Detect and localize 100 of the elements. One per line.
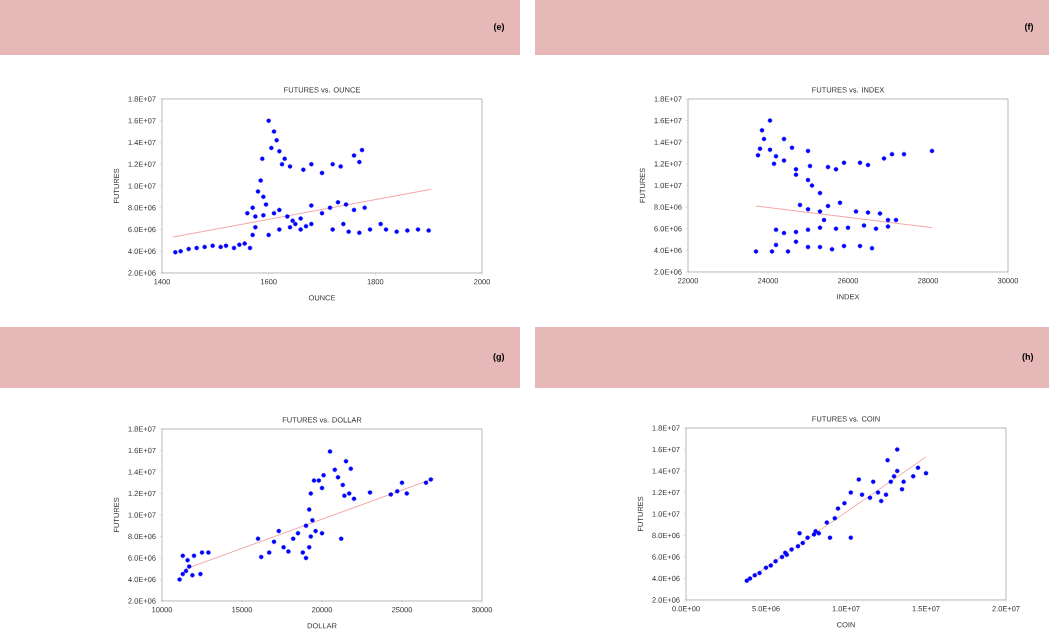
point [335,475,341,480]
point [865,210,871,215]
point [861,223,867,228]
point [767,118,773,123]
point [303,555,309,561]
point [276,528,282,534]
point [832,516,838,521]
point [842,501,847,506]
point [825,164,831,170]
point [821,217,827,223]
point [191,553,197,559]
point [752,573,758,578]
point [824,520,830,525]
point [829,247,835,252]
point [807,163,813,169]
point [773,242,779,248]
point [883,492,889,497]
text: (g) [493,353,505,362]
point [388,492,394,497]
point [895,447,900,452]
point [747,576,753,581]
point [827,535,833,540]
point [857,243,863,249]
point [286,549,291,554]
point [785,249,791,254]
point [332,467,338,473]
point [769,249,775,254]
point [885,217,891,223]
point [853,209,859,214]
point [206,550,211,555]
point [841,243,847,249]
text: (e) [493,23,505,32]
point [895,468,900,474]
point [800,540,806,546]
point [761,136,767,142]
point [779,554,785,560]
point [848,535,854,540]
point [281,545,286,550]
point [805,207,811,212]
point [180,553,186,559]
point [901,151,907,157]
point [259,554,264,560]
point [423,480,429,485]
point [781,230,787,236]
point [319,485,325,491]
point [915,465,921,470]
text: (f) [1024,23,1034,32]
point [255,536,261,541]
point [308,491,314,496]
point [877,211,883,216]
point [763,565,769,570]
point [873,226,879,231]
point [351,496,357,502]
point [817,190,823,196]
point [805,227,811,233]
point [817,225,823,230]
point [773,154,779,159]
text: (h) [1022,353,1034,362]
point [187,564,192,569]
point [319,531,325,536]
point [793,239,799,244]
point [295,531,301,536]
point [291,536,296,541]
point [300,550,306,555]
point [797,202,803,208]
point [185,557,190,563]
point [404,491,410,496]
point [833,167,839,172]
point [867,495,873,501]
point [307,507,312,512]
point [856,477,862,482]
point [347,491,352,496]
point [797,531,802,536]
point [929,148,935,154]
point [891,474,897,479]
point [339,536,344,541]
point [183,568,189,574]
point [781,158,787,163]
point [773,559,778,564]
point [755,153,761,158]
point [911,474,916,479]
point [875,490,881,495]
point [805,177,811,183]
point [180,571,186,577]
point [308,534,314,539]
point [773,227,779,233]
point [889,151,895,157]
point [768,563,774,568]
point [893,217,899,223]
point [759,128,765,133]
point [817,209,823,214]
point [899,487,905,492]
point [311,478,317,483]
point [817,244,823,250]
point [793,167,799,172]
point [307,545,312,550]
point [805,535,810,540]
point [267,550,272,555]
point [781,136,787,142]
point [885,224,891,229]
